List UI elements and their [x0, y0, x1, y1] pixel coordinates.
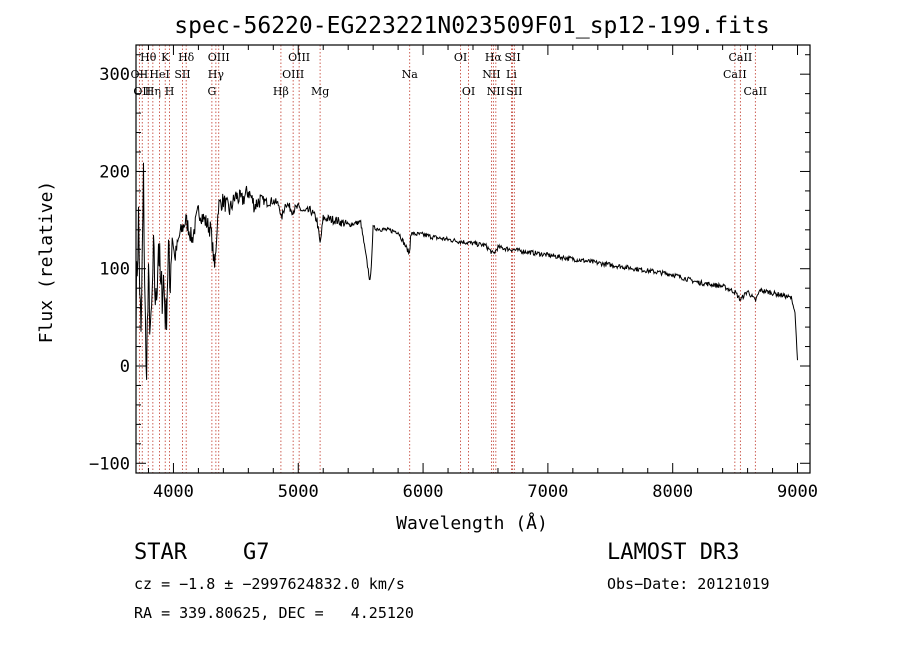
- line-marker-label: Hη: [145, 85, 161, 98]
- x-tick-label: 5000: [278, 482, 319, 502]
- y-tick-label: 300: [99, 65, 130, 85]
- line-marker-label: OIII: [288, 51, 310, 64]
- line-marker-label: Hθ: [140, 51, 157, 64]
- spectrum-line: [135, 162, 798, 380]
- x-tick-label: 7000: [527, 482, 568, 502]
- x-axis-label: Wavelength (Å): [396, 512, 548, 534]
- line-marker-label: H: [165, 85, 175, 98]
- subclass: G7: [243, 540, 270, 565]
- axis-ticks: 4000 5000 6000 7000 8000 9000 −100 0 100 200 300: [89, 45, 818, 502]
- line-marker-label: NII: [487, 85, 505, 98]
- line-marker-label: OII: [133, 85, 151, 98]
- chart-title: spec-56220-EG223221N023509F01_sp12-199.f…: [174, 13, 769, 39]
- y-tick-label: 200: [99, 162, 130, 182]
- obs-date: Obs−Date: 20121019: [607, 575, 770, 593]
- line-marker-label: Na: [402, 68, 419, 81]
- line-marker-label: CaII: [723, 68, 747, 81]
- x-tick-label: 4000: [153, 482, 194, 502]
- line-marker-label: NII: [482, 68, 500, 81]
- y-axis-label: Flux (relative): [36, 181, 57, 344]
- line-marker-label: OI: [462, 85, 475, 98]
- line-markers: OIIOIIHθHηHeIKHSIIHδGHγOIIIHβOIIIOIIIMgN…: [131, 45, 767, 473]
- line-marker-label: Mg: [311, 85, 329, 98]
- line-marker-label: OIII: [282, 68, 304, 81]
- line-marker-label: Hγ: [208, 68, 225, 81]
- line-marker-label: Hα: [485, 51, 503, 64]
- line-marker-label: OIII: [208, 51, 230, 64]
- line-marker-label: K: [161, 51, 170, 64]
- x-tick-label: 9000: [777, 482, 818, 502]
- object-class: STAR: [134, 540, 187, 565]
- line-marker-label: Hβ: [273, 85, 289, 98]
- line-marker-label: CaII: [729, 51, 753, 64]
- y-tick-label: 100: [99, 260, 130, 280]
- plot-frame: [135, 44, 811, 474]
- line-marker-label: SII: [174, 68, 190, 81]
- x-tick-label: 6000: [403, 482, 444, 502]
- line-marker-label: CaII: [743, 85, 767, 98]
- coordinates: RA = 339.80625, DEC = 4.25120: [134, 604, 414, 622]
- y-tick-label: −100: [89, 454, 130, 474]
- line-marker-label: G: [207, 85, 216, 98]
- line-marker-label: HeI: [149, 68, 169, 81]
- redshift-line: cz = −1.8 ± −2997624832.0 km/s: [134, 575, 405, 593]
- line-marker-label: Li: [506, 68, 517, 81]
- line-marker-label: SII: [506, 85, 522, 98]
- survey-name: LAMOST DR3: [607, 540, 740, 565]
- x-tick-label: 8000: [652, 482, 693, 502]
- line-marker-label: SII: [504, 51, 520, 64]
- y-tick-label: 0: [120, 357, 130, 377]
- line-marker-label: Hδ: [178, 51, 195, 64]
- line-marker-label: OI: [454, 51, 467, 64]
